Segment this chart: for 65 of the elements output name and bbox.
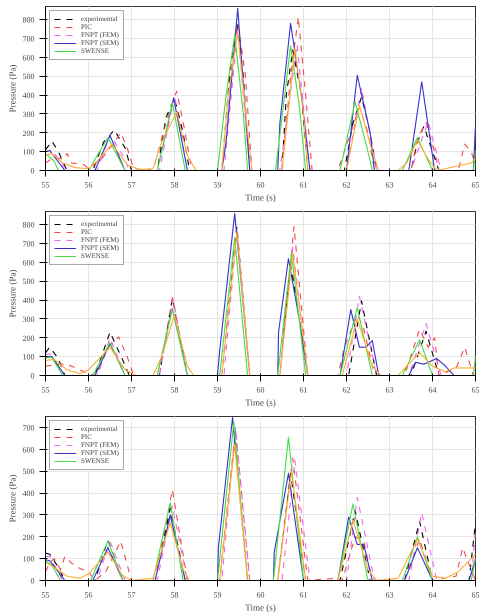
x-tick-label: 61 (300, 590, 308, 600)
x-tick-label: 55 (42, 386, 50, 394)
x-tick-label: 64 (428, 590, 436, 600)
x-tick-label: 65 (472, 386, 480, 394)
x-tick-label: 64 (428, 386, 436, 394)
x-tick-label: 59 (214, 180, 222, 190)
y-axis-title: Pressure (Pa) (8, 270, 18, 318)
y-tick-label: 400 (22, 91, 34, 100)
y-tick-label: 0 (30, 166, 34, 176)
x-tick-label: 56 (84, 180, 92, 190)
x-tick-label: 58 (170, 180, 178, 190)
x-tick-label: 60 (256, 386, 264, 394)
x-tick-label: 65 (472, 590, 480, 600)
x-tick-label: 61 (300, 180, 308, 190)
x-tick-label: 60 (256, 590, 264, 600)
x-tick-label: 57 (128, 590, 136, 600)
y-tick-label: 400 (22, 489, 34, 498)
x-tick-label: 61 (300, 386, 308, 394)
y-tick-label: 500 (22, 72, 34, 82)
y-tick-label: 800 (22, 16, 34, 25)
x-tick-label: 62 (342, 590, 350, 600)
x-tick-label: 65 (472, 180, 480, 190)
x-tick-label: 59 (214, 590, 222, 600)
x-tick-label: 63 (386, 590, 394, 600)
x-tick-label: 58 (170, 590, 178, 600)
y-tick-label: 300 (22, 314, 34, 324)
y-tick-label: 0 (30, 576, 34, 586)
x-tick-label: 57 (128, 386, 136, 394)
y-tick-label: 100 (22, 352, 34, 362)
y-tick-label: 200 (22, 334, 34, 343)
x-tick-label: 55 (42, 590, 50, 600)
x-tick-label: 58 (170, 386, 178, 394)
y-tick-label: 100 (22, 554, 34, 564)
x-tick-label: 55 (42, 180, 50, 190)
y-tick-label: 700 (22, 34, 34, 44)
y-tick-label: 300 (22, 510, 34, 520)
x-tick-label: 59 (214, 386, 222, 394)
y-tick-label: 100 (22, 148, 34, 157)
y-axis-title: Pressure (Pa) (8, 474, 18, 522)
x-axis-title: Time (s) (245, 398, 276, 408)
x-tick-label: 56 (84, 386, 92, 394)
y-tick-label: 600 (22, 53, 34, 62)
x-tick-label: 63 (386, 386, 394, 394)
x-tick-label: 57 (128, 180, 136, 190)
x-axis-title: Time (s) (245, 602, 276, 612)
y-tick-label: 500 (22, 277, 34, 286)
y-tick-label: 200 (22, 128, 34, 138)
y-tick-label: 400 (22, 296, 34, 306)
y-tick-label: 300 (22, 110, 34, 119)
y-tick-label: 700 (22, 423, 34, 432)
y-axis-title: Pressure (Pa) (8, 64, 18, 112)
y-tick-label: 800 (22, 220, 34, 230)
x-tick-label: 64 (428, 180, 436, 190)
x-tick-label: 62 (342, 180, 350, 190)
y-tick-label: 600 (22, 445, 34, 454)
x-axis-title: Time (s) (245, 192, 276, 202)
x-tick-label: 63 (386, 180, 394, 190)
x-tick-label: 62 (342, 386, 350, 394)
y-tick-label: 600 (22, 258, 34, 268)
y-tick-label: 500 (22, 467, 34, 476)
x-tick-label: 60 (256, 180, 264, 190)
y-tick-label: 200 (22, 532, 34, 542)
y-tick-label: 0 (30, 372, 34, 380)
y-tick-label: 700 (22, 240, 34, 249)
x-tick-label: 56 (84, 590, 92, 600)
